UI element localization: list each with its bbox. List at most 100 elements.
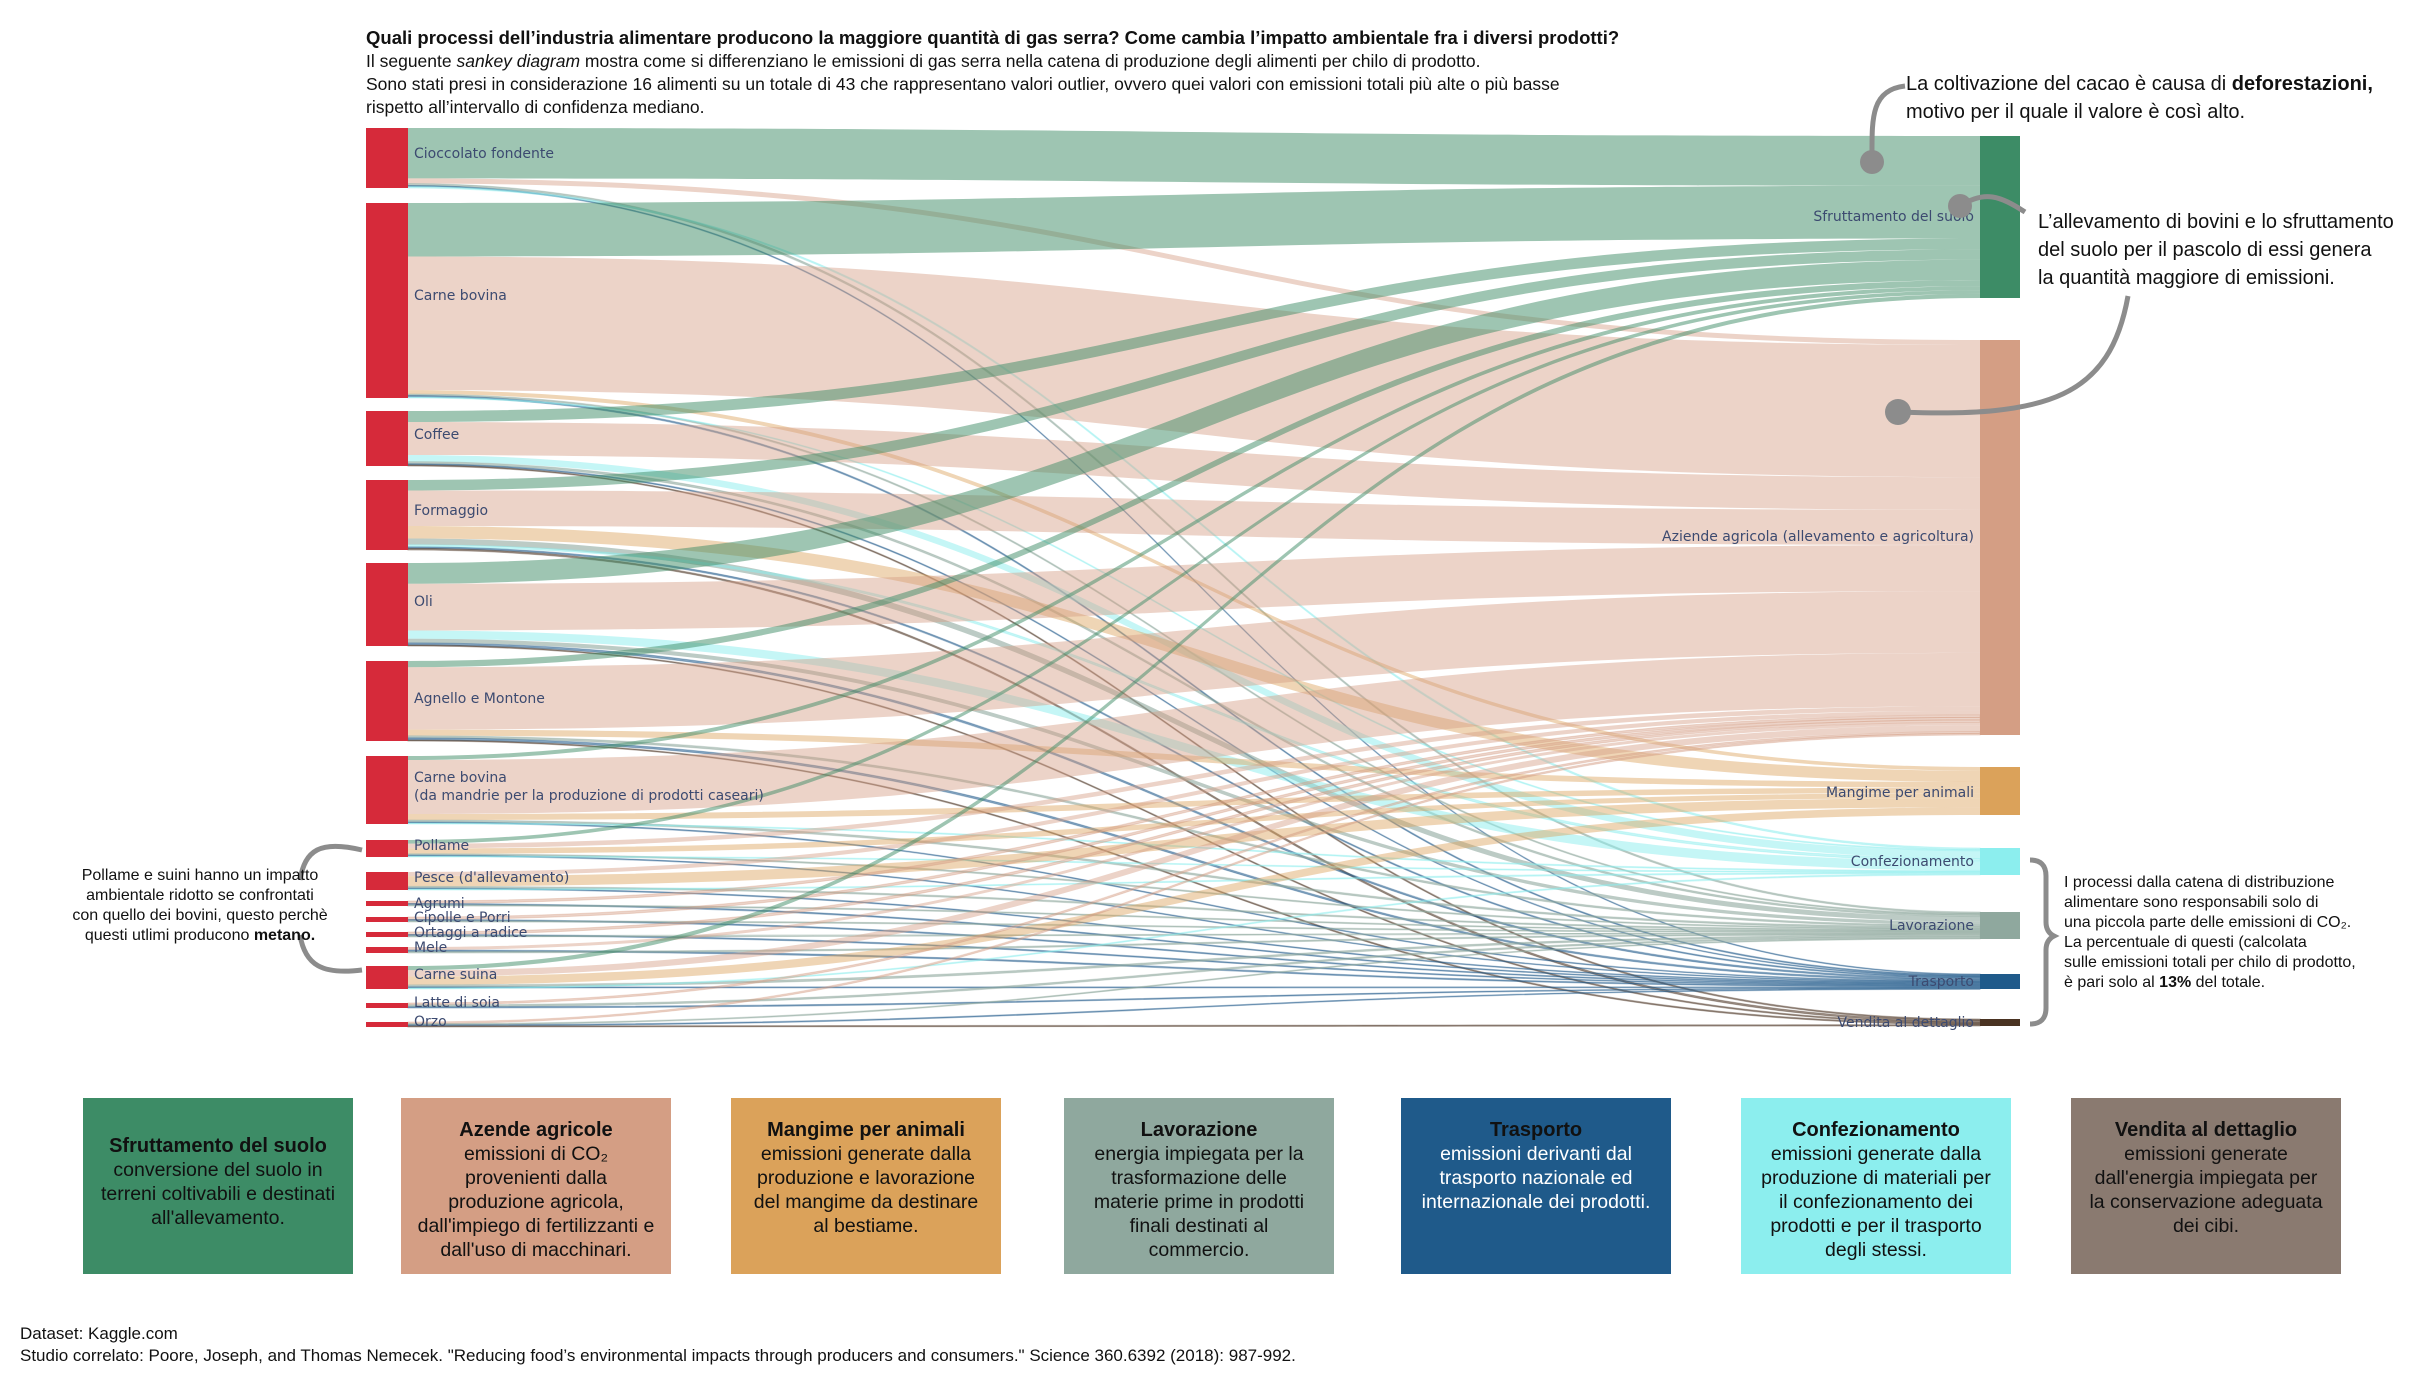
source-node[interactable] [366, 756, 408, 824]
sankey-link [408, 286, 1980, 760]
source-node[interactable] [366, 917, 408, 922]
legend-box-farm: Azende agricole emissioni di CO₂ proveni… [401, 1098, 671, 1274]
source-node-label: Agrumi [414, 896, 465, 912]
target-node[interactable] [1980, 974, 2020, 989]
source-node-label: Carne bovina [414, 770, 507, 786]
sankey-link [408, 538, 1980, 922]
source-node[interactable] [366, 932, 408, 937]
target-node[interactable] [1980, 912, 2020, 939]
source-node[interactable] [366, 966, 408, 989]
legend-box-feed: Mangime per animali emissioni generate d… [731, 1098, 1001, 1274]
legend-title: Lavorazione [1140, 1119, 1258, 1141]
target-node-label: Mangime per animali [1826, 785, 1974, 801]
source-node[interactable] [366, 480, 408, 550]
legend-text: conversione del suolo in terreni coltiva… [100, 1159, 336, 1229]
legend-title: Mangime per animali [767, 1119, 965, 1141]
sankey-link [407, 988, 1981, 1027]
legend-title: Trasporto [1489, 1119, 1583, 1141]
callouts [297, 83, 2131, 1027]
source-node-label: (da mandrie per la produzione di prodott… [414, 788, 764, 804]
legend-text: emissioni generate dalla produzione e la… [753, 1143, 979, 1237]
footer-dataset: Dataset: Kaggle.com [20, 1324, 178, 1343]
legend-box-land-use: Sfruttamento del suolo conversione del s… [83, 1098, 353, 1274]
source-node-label: Agnello e Montone [414, 691, 545, 707]
sankey-link [408, 544, 1980, 631]
target-node-label: Confezionamento [1851, 854, 1974, 870]
source-node[interactable] [366, 872, 408, 890]
source-node[interactable] [366, 661, 408, 741]
target-node[interactable] [1980, 340, 2020, 735]
source-node[interactable] [366, 1022, 408, 1027]
sankey-link [408, 525, 1980, 782]
pollame-bracket [297, 843, 363, 974]
source-node[interactable] [366, 901, 408, 906]
distribution-bracket [2029, 857, 2060, 1027]
sankey-labels: Cioccolato fondente Carne bovina Coffee For… [414, 146, 1974, 1031]
sankey-diagram: Cioccolato fondente Carne bovina Coffee For… [297, 83, 2131, 1031]
bovini-callout-line-bottom [1897, 295, 2131, 416]
legend-title: Confezionamento [1792, 1119, 1960, 1141]
legend-box-packaging: Confezionamento emissioni generate dalla… [1741, 1098, 2011, 1274]
source-node-label: Carne bovina [414, 288, 507, 304]
source-node-label: Cioccolato fondente [414, 146, 554, 162]
footer-study: Studio correlato: Poore, Joseph, and Tho… [20, 1346, 1296, 1365]
sankey-nodes [366, 128, 2020, 1027]
cacao-callout-dot [1860, 150, 1884, 174]
source-node-label: Cipolle e Porri [414, 910, 511, 926]
source-node-label: Orzo [414, 1014, 447, 1030]
source-node[interactable] [366, 840, 408, 857]
sankey-link [408, 249, 1980, 491]
source-node-label: Latte di soia [414, 995, 500, 1011]
sankey-link [408, 259, 1980, 584]
sankey-link [408, 793, 1980, 854]
sankey-link [408, 280, 1980, 668]
legend-text: emissioni generate dalla produzione di m… [1761, 1143, 1991, 1261]
source-node[interactable] [366, 947, 408, 953]
source-node-label: Pesce (d'allevamento) [414, 870, 569, 886]
legend-box-retail: Vendita al dettaglio emissioni generate … [2071, 1098, 2341, 1274]
target-node[interactable] [1980, 1019, 2020, 1026]
target-node[interactable] [1980, 848, 2020, 875]
sankey-link [408, 422, 1980, 510]
sankey-link [408, 293, 1980, 971]
source-node[interactable] [366, 203, 408, 398]
target-node-label: Lavorazione [1889, 918, 1974, 934]
intro-line-3: rispetto all’intervallo di confidenza me… [366, 97, 705, 117]
bovini-callout-dot-bottom [1885, 399, 1911, 425]
source-node[interactable] [366, 563, 408, 646]
sankey-link [408, 178, 1980, 345]
target-node[interactable] [1980, 136, 2020, 298]
source-node-label: Pollame [414, 838, 469, 854]
legend-box-transport: Trasporto emissioni derivanti dal traspo… [1401, 1098, 1671, 1274]
intro-line-1: Il seguente sankey diagram mostra come s… [366, 51, 1481, 71]
sankey-link [408, 591, 1980, 730]
source-node[interactable] [366, 411, 408, 466]
annotation-cacao: La coltivazione del cacao è causa di def… [1906, 73, 2373, 123]
sankey-link [408, 725, 1980, 977]
legend-text: emissioni di CO₂ provenienti dalla produ… [417, 1143, 655, 1261]
sankey-link [408, 290, 1980, 844]
cacao-callout-line [1869, 83, 1906, 161]
intro-line-2: Sono stati presi in considerazione 16 al… [366, 74, 1560, 94]
sankey-link [408, 798, 1980, 887]
sankey-link [408, 455, 1980, 859]
source-node[interactable] [366, 1003, 408, 1008]
target-node-label: Aziende agricola (allevamento e agricolt… [1662, 529, 1974, 545]
annotation-pollame: Pollame e suini hanno un impatto ambient… [72, 867, 328, 944]
sankey-link [408, 787, 1980, 820]
target-node-label: Trasporto [1908, 974, 1974, 990]
legend-title: Vendita al dettaglio [2114, 1119, 2298, 1141]
sankey-link [408, 652, 1980, 814]
sankey-link [408, 630, 1980, 871]
legend-title: Sfruttamento del suolo [109, 1135, 327, 1157]
target-node[interactable] [1980, 767, 2020, 815]
source-node-label: Ortaggi a radice [414, 925, 527, 941]
bovini-callout-dot-top [1948, 194, 1972, 218]
target-node-label: Vendita al dettaglio [1838, 1015, 1974, 1031]
source-node[interactable] [366, 128, 408, 188]
sankey-link [408, 722, 1980, 950]
source-node-label: Mele [414, 940, 447, 956]
sankey-link [408, 185, 1980, 257]
sankey-link [408, 706, 1980, 849]
footer: Dataset: Kaggle.com Studio correlato: Po… [20, 1323, 1296, 1367]
